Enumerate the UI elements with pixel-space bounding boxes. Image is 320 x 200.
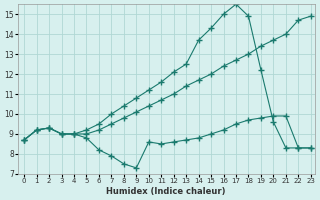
X-axis label: Humidex (Indice chaleur): Humidex (Indice chaleur) [107,187,226,196]
